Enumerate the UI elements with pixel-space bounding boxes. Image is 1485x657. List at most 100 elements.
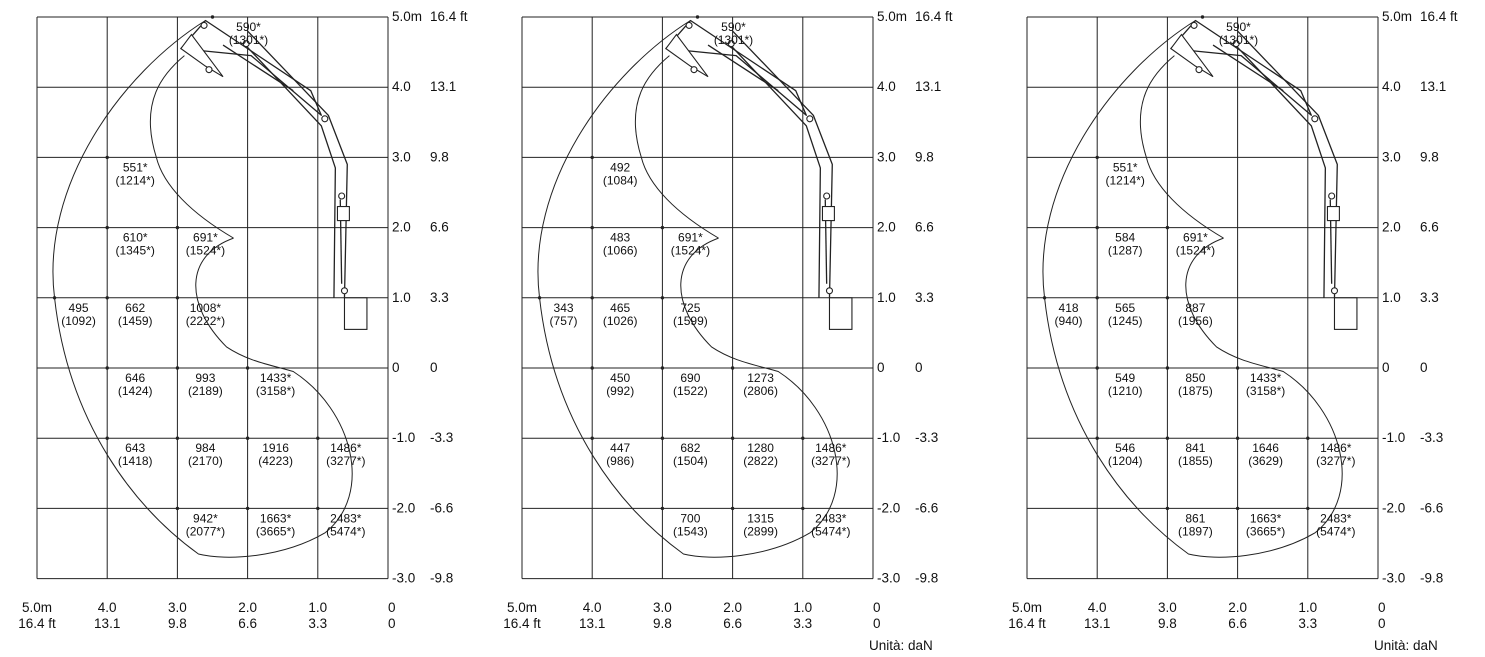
- pivot-pin: [321, 115, 329, 123]
- load-value-kg: (1855): [1178, 454, 1213, 468]
- height-tick-ft: 3.3: [915, 290, 934, 305]
- load-point: [801, 506, 805, 511]
- load-value-kg: (1026): [603, 314, 638, 328]
- pivot-pin: [338, 192, 346, 200]
- load-value-kg: (5474*): [1316, 524, 1355, 538]
- reach-tick-ft: 0: [873, 616, 881, 631]
- excavator-arm-drawing: [180, 19, 368, 330]
- load-value-dan: 690: [680, 371, 700, 385]
- load-value-kg: (1424): [118, 384, 153, 398]
- load-value-kg: (1524*): [1176, 244, 1215, 258]
- load-value-dan: 495: [69, 301, 89, 315]
- reach-tick-ft: 3.3: [308, 616, 327, 631]
- load-value-kg: (1301*): [714, 33, 753, 47]
- bucket-shape: [180, 33, 224, 78]
- height-tick-m: 4.0: [1382, 79, 1401, 94]
- load-point: [245, 436, 250, 440]
- height-tick-m: 0: [877, 360, 885, 375]
- load-point: [660, 506, 665, 511]
- load-value-kg: (2189): [188, 384, 223, 398]
- load-value-dan: 1486*: [330, 441, 362, 455]
- reach-tick-m: 1.0: [308, 600, 327, 615]
- load-value-dan: 590*: [721, 20, 746, 34]
- load-value-kg: (1543): [673, 524, 708, 538]
- height-tick-m: 5.0m: [877, 9, 907, 24]
- height-tick-ft: 16.4 ft: [430, 9, 468, 24]
- height-tick-ft: -6.6: [430, 500, 453, 515]
- grid: [36, 16, 389, 580]
- load-value-dan: 1486*: [1320, 441, 1352, 455]
- reach-tick-m: 4.0: [1088, 600, 1107, 615]
- load-value-dan: 1433*: [1250, 371, 1282, 385]
- load-value-kg: (1066): [603, 244, 638, 258]
- load-value-kg: (1522): [673, 384, 708, 398]
- load-value-kg: (3277*): [326, 454, 365, 468]
- height-tick-m: 1.0: [877, 290, 896, 305]
- bucket-tip-path: [634, 55, 719, 239]
- load-value-kg: (2222*): [186, 314, 225, 328]
- height-tick-ft: -9.8: [430, 571, 453, 586]
- load-value-dan: 1916: [262, 441, 289, 455]
- height-tick-ft: 9.8: [915, 149, 934, 164]
- height-tick-m: 2.0: [392, 220, 411, 235]
- reach-tick-m: 1.0: [1298, 600, 1317, 615]
- load-value-dan: 1663*: [260, 511, 292, 525]
- reach-tick-ft: 13.1: [579, 616, 605, 631]
- load-value-kg: (2077*): [186, 524, 225, 538]
- height-tick-m: -1.0: [392, 430, 415, 445]
- height-tick-m: 1.0: [1382, 290, 1401, 305]
- reach-tick-m: 0: [388, 600, 396, 615]
- height-tick-ft: -3.3: [430, 430, 453, 445]
- reach-tick-ft: 0: [1378, 616, 1386, 631]
- load-value-kg: (1092): [61, 314, 96, 328]
- reach-tick-m: 2.0: [1228, 600, 1247, 615]
- boom-bracket: [1326, 205, 1340, 222]
- load-value-dan: 1273: [747, 371, 774, 385]
- load-point: [316, 506, 320, 511]
- height-tick-ft: 16.4 ft: [1420, 9, 1458, 24]
- lift-diagram-3: 5.0m 16.4 ft4.0 13.13.0 9.82.0 6.61.0 3.30 0-1…: [1008, 9, 1458, 653]
- load-value-kg: (3629): [1248, 454, 1283, 468]
- load-point: [1095, 366, 1099, 370]
- reach-tick-ft: 6.6: [1228, 616, 1247, 631]
- load-point: [1165, 366, 1170, 370]
- reach-tick-m: 4.0: [583, 600, 602, 615]
- load-value-dan: 610*: [123, 231, 148, 245]
- pivot-pin: [1330, 287, 1339, 295]
- load-value-kg: (1345*): [116, 244, 155, 258]
- excavator-arm-drawing: [665, 19, 853, 330]
- height-tick-m: 2.0: [1382, 220, 1401, 235]
- load-point: [660, 225, 665, 230]
- load-value-dan: 584: [1115, 231, 1135, 245]
- load-value-kg: (2822): [743, 454, 778, 468]
- load-point: [1165, 225, 1170, 230]
- load-value-dan: 691*: [1183, 231, 1208, 245]
- load-value-kg: (757): [550, 314, 578, 328]
- load-point: [590, 155, 594, 160]
- height-tick-m: -3.0: [877, 571, 900, 586]
- pivot-pin: [1232, 40, 1240, 48]
- height-tick-ft: 13.1: [915, 79, 941, 94]
- load-value-dan: 984: [195, 441, 215, 455]
- load-point: [660, 436, 665, 440]
- base-mount: [343, 297, 368, 330]
- grid: [521, 16, 874, 580]
- load-value-kg: (5474*): [326, 524, 365, 538]
- boom-inner-edge: [243, 43, 336, 298]
- load-value-kg: (1875): [1178, 384, 1213, 398]
- height-tick-m: 3.0: [1382, 149, 1401, 164]
- load-point: [660, 296, 665, 300]
- boom-inner-edge: [728, 43, 821, 298]
- load-point: [175, 436, 180, 440]
- load-point: [590, 366, 594, 370]
- reach-tick-m: 5.0m: [22, 600, 52, 615]
- arm-cylinder: [1212, 44, 1284, 92]
- load-point: [1165, 506, 1170, 511]
- load-value-kg: (2899): [743, 524, 778, 538]
- working-range-envelope: [52, 20, 353, 558]
- load-point: [52, 296, 57, 300]
- load-value-kg: (1301*): [229, 33, 268, 47]
- load-value-dan: 465: [610, 301, 630, 315]
- pivot-pin: [1195, 66, 1203, 74]
- load-point: [590, 436, 594, 440]
